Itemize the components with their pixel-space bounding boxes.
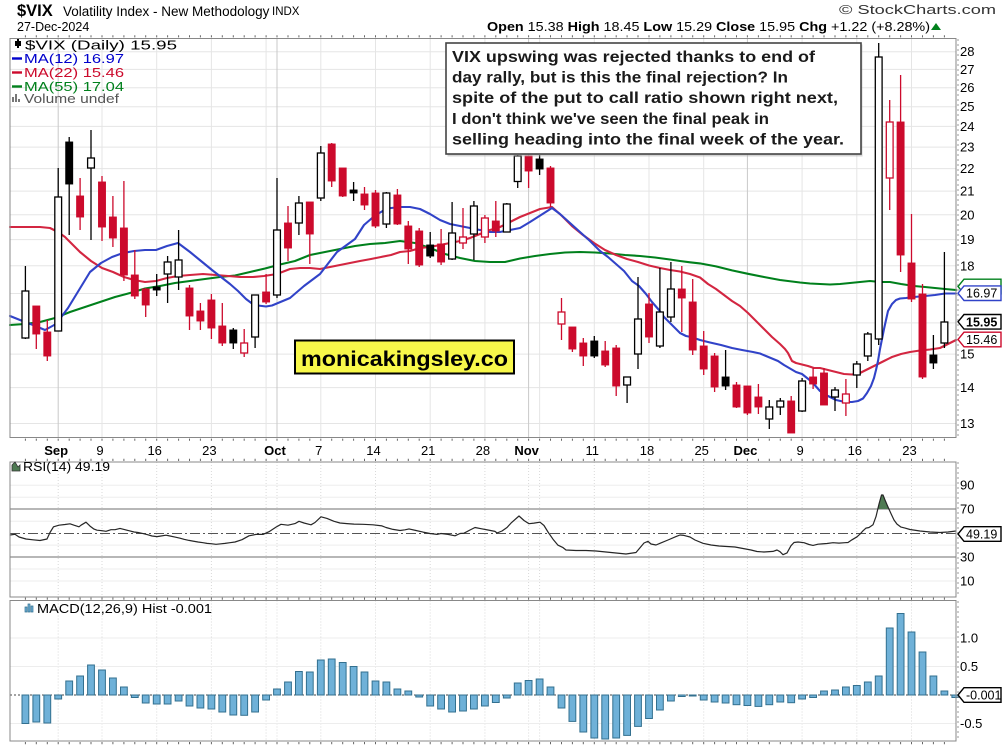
svg-text:Open 15.38 High 18.45 Low 15.2: Open 15.38 High 18.45 Low 15.29 Close 15… [487,20,930,34]
svg-text:23: 23 [202,443,216,458]
svg-text:10: 10 [960,574,974,589]
svg-text:18: 18 [960,258,974,273]
svg-text:MA(55) 17.04: MA(55) 17.04 [24,80,124,94]
svg-text:28: 28 [960,44,974,59]
svg-text:19: 19 [960,232,974,247]
svg-text:23: 23 [960,140,974,155]
svg-text:MA(22) 15.46: MA(22) 15.46 [24,66,124,80]
svg-text:Volume undef: Volume undef [24,92,120,106]
svg-text:26: 26 [960,80,974,95]
svg-text:28: 28 [476,443,490,458]
svg-text:-0.5: -0.5 [960,716,982,731]
svg-text:RSI(14) 49.19: RSI(14) 49.19 [23,459,110,474]
svg-text:30: 30 [960,550,974,565]
svg-text:$VIX: $VIX [17,2,53,20]
svg-text:Oct: Oct [264,443,286,458]
svg-text:15: 15 [960,347,974,362]
svg-text:18: 18 [640,443,654,458]
svg-text:Dec: Dec [733,443,757,458]
svg-text:70: 70 [960,502,974,517]
svg-text:9: 9 [96,443,103,458]
svg-text:MA(12) 16.97: MA(12) 16.97 [24,52,124,66]
svg-text:16.97: 16.97 [966,287,997,301]
svg-text:0.5: 0.5 [960,659,978,674]
svg-text:25: 25 [960,99,974,114]
svg-text:VIX upswing was rejected thank: VIX upswing was rejected thanks to end o… [452,49,816,66]
svg-text:27: 27 [960,62,974,77]
svg-text:I don't think we've seen the f: I don't think we've seen the final peak … [452,111,769,128]
svg-text:16: 16 [147,443,161,458]
svg-text:$VIX (Daily) 15.95: $VIX (Daily) 15.95 [25,38,177,53]
svg-text:23: 23 [902,443,916,458]
svg-text:90: 90 [960,478,974,493]
svg-text:9: 9 [796,443,803,458]
svg-text:14: 14 [960,380,974,395]
svg-text:21: 21 [960,184,974,199]
svg-text:16: 16 [848,443,862,458]
svg-text:day rally, but is this the fin: day rally, but is this the final rejecti… [452,70,788,87]
svg-text:7: 7 [315,443,322,458]
svg-text:24: 24 [960,119,974,134]
svg-text:15.46: 15.46 [966,333,997,347]
svg-text:MACD(12,26,9) Hist -0.001: MACD(12,26,9) Hist -0.001 [37,601,212,616]
svg-text:13: 13 [960,416,974,431]
svg-text:22: 22 [960,161,974,176]
svg-text:© StockCharts.com: © StockCharts.com [839,2,996,17]
svg-text:11: 11 [586,443,600,458]
svg-text:selling heading into the final: selling heading into the final week of t… [452,131,844,148]
svg-text:21: 21 [421,443,435,458]
svg-text:1.0: 1.0 [960,631,978,646]
svg-text:Nov: Nov [514,443,539,458]
svg-text:14: 14 [366,443,380,458]
svg-text:monicakingsley.co: monicakingsley.co [301,348,508,371]
svg-text:-0.001: -0.001 [966,689,1001,703]
svg-text:20: 20 [960,207,974,222]
svg-text:25: 25 [694,443,708,458]
svg-text:Sep: Sep [44,443,68,458]
svg-text:Volatility Index - New Methodo: Volatility Index - New Methodology [63,4,270,19]
svg-text:27-Dec-2024: 27-Dec-2024 [17,20,89,34]
svg-text:49.19: 49.19 [966,528,997,542]
svg-text:INDX: INDX [272,6,300,18]
svg-text:15.95: 15.95 [966,315,997,329]
svg-text:spite of the put to call ratio: spite of the put to call ratio shown rig… [452,90,838,107]
